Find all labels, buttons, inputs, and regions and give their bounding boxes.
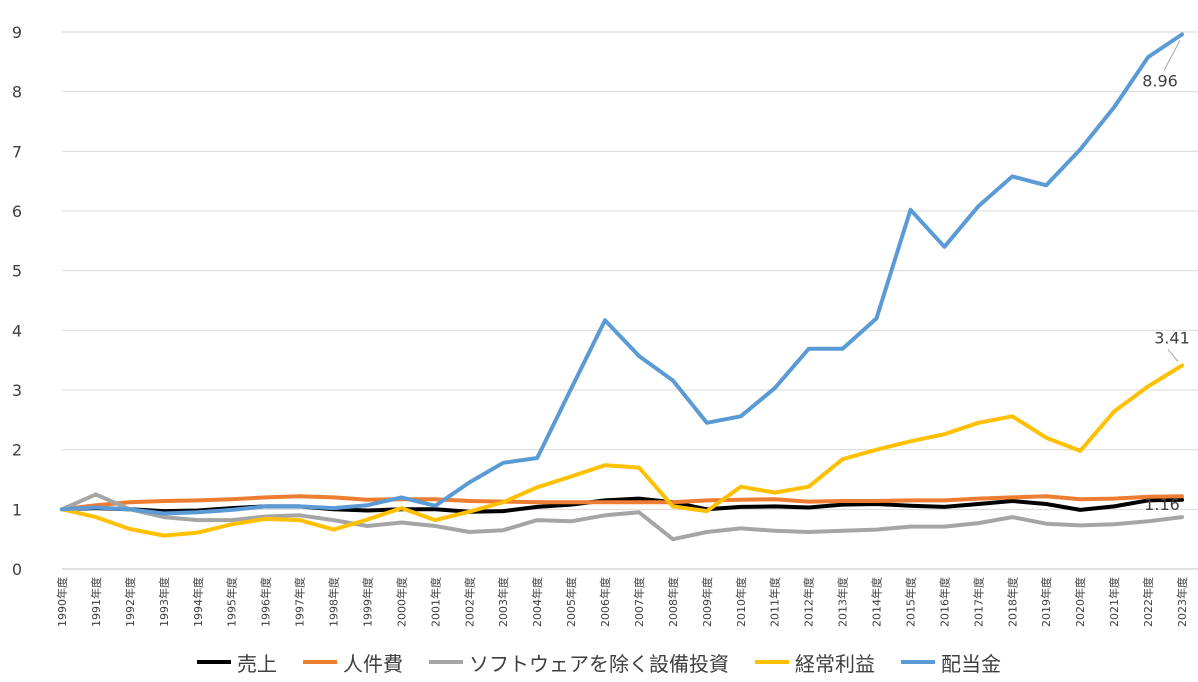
x-tick-label: 1990年度 bbox=[55, 577, 69, 627]
x-tick-label: 1996年度 bbox=[259, 577, 273, 627]
series-lines bbox=[60, 32, 1184, 542]
x-tick-label: 2015年度 bbox=[903, 577, 917, 627]
y-tick-label: 6 bbox=[12, 202, 22, 221]
x-tick-label: 2021年度 bbox=[1107, 577, 1121, 627]
x-tick-label: 2014年度 bbox=[870, 577, 884, 627]
legend-item: 配当金 bbox=[901, 648, 1001, 677]
x-tick-label: 1998年度 bbox=[327, 577, 341, 627]
legend-swatch bbox=[901, 660, 935, 664]
data-label: 1.16 bbox=[1144, 495, 1180, 514]
x-tick-label: 1993年度 bbox=[157, 577, 171, 627]
legend-label: 配当金 bbox=[941, 651, 1001, 676]
x-tick-label: 1991年度 bbox=[89, 577, 103, 627]
gridlines bbox=[62, 31, 1198, 570]
legend-label: 人件費 bbox=[343, 651, 403, 676]
legend-swatch bbox=[429, 660, 463, 664]
x-tick-label: 2019年度 bbox=[1039, 577, 1053, 627]
x-tick-label: 2009年度 bbox=[700, 577, 714, 627]
y-axis-tick-labels: 0 1 2 3 4 5 6 7 8 9 bbox=[12, 23, 22, 579]
x-tick-label: 2017年度 bbox=[971, 577, 985, 627]
x-tick-label: 2022年度 bbox=[1141, 577, 1155, 627]
x-tick-label: 1994年度 bbox=[191, 577, 205, 627]
x-tick-label: 2005年度 bbox=[564, 577, 578, 627]
y-tick-label: 4 bbox=[12, 321, 22, 340]
x-tick-label: 2018年度 bbox=[1005, 577, 1019, 627]
annotation-leader-line bbox=[1167, 349, 1179, 362]
legend-item: 経常利益 bbox=[755, 648, 875, 677]
data-label-annotations: 8.96 3.41 1.16 bbox=[1142, 40, 1190, 514]
y-tick-label: 0 bbox=[12, 560, 22, 579]
data-label: 8.96 bbox=[1142, 71, 1178, 90]
x-tick-label: 2023年度 bbox=[1175, 577, 1189, 627]
legend-swatch bbox=[303, 660, 337, 664]
y-tick-label: 8 bbox=[12, 83, 22, 102]
legend-item: 売上 bbox=[197, 648, 277, 677]
x-tick-label: 2001年度 bbox=[428, 577, 442, 627]
x-tick-label: 2006年度 bbox=[598, 577, 612, 627]
y-tick-label: 9 bbox=[12, 23, 22, 42]
legend-swatch bbox=[197, 660, 231, 664]
x-tick-label: 2003年度 bbox=[496, 577, 510, 627]
data-label: 3.41 bbox=[1154, 329, 1190, 348]
legend-label: ソフトウェアを除く設備投資 bbox=[469, 651, 729, 676]
annotation-leader-line bbox=[1163, 40, 1181, 71]
x-tick-label: 2004年度 bbox=[530, 577, 544, 627]
series-line-1 bbox=[60, 494, 1184, 512]
series-line-4 bbox=[60, 32, 1184, 516]
legend-label: 売上 bbox=[237, 651, 277, 676]
x-tick-label: 2011年度 bbox=[768, 577, 782, 627]
x-tick-label: 2013年度 bbox=[836, 577, 850, 627]
x-tick-label: 1997年度 bbox=[293, 577, 307, 627]
series-line-2 bbox=[60, 492, 1184, 542]
x-tick-label: 2010年度 bbox=[734, 577, 748, 627]
legend-swatch bbox=[755, 660, 789, 664]
x-tick-label: 2020年度 bbox=[1073, 577, 1087, 627]
x-tick-label: 1992年度 bbox=[123, 577, 137, 627]
x-axis-tick-labels: 1990年度 1991年度 1992年度 1993年度 1994年度 1995年度 1996… bbox=[55, 577, 1189, 627]
y-tick-label: 2 bbox=[12, 441, 22, 460]
y-tick-label: 7 bbox=[12, 142, 22, 161]
x-tick-label: 2012年度 bbox=[802, 577, 816, 627]
y-tick-label: 3 bbox=[12, 381, 22, 400]
legend-label: 経常利益 bbox=[795, 651, 875, 676]
legend-item: ソフトウェアを除く設備投資 bbox=[429, 648, 729, 677]
x-tick-label: 1995年度 bbox=[225, 577, 239, 627]
x-tick-label: 1999年度 bbox=[360, 577, 374, 627]
y-tick-label: 1 bbox=[12, 500, 22, 519]
x-tick-label: 2007年度 bbox=[632, 577, 646, 627]
x-tick-label: 2002年度 bbox=[462, 577, 476, 627]
x-tick-label: 2008年度 bbox=[666, 577, 680, 627]
legend-item: 人件費 bbox=[303, 648, 403, 677]
x-tick-label: 2000年度 bbox=[394, 577, 408, 627]
chart-legend: 売上 人件費 ソフトウェアを除く設備投資 経常利益 配当金 bbox=[0, 648, 1198, 676]
series-line-3 bbox=[60, 363, 1184, 538]
y-tick-label: 5 bbox=[12, 262, 22, 281]
x-tick-label: 2016年度 bbox=[937, 577, 951, 627]
